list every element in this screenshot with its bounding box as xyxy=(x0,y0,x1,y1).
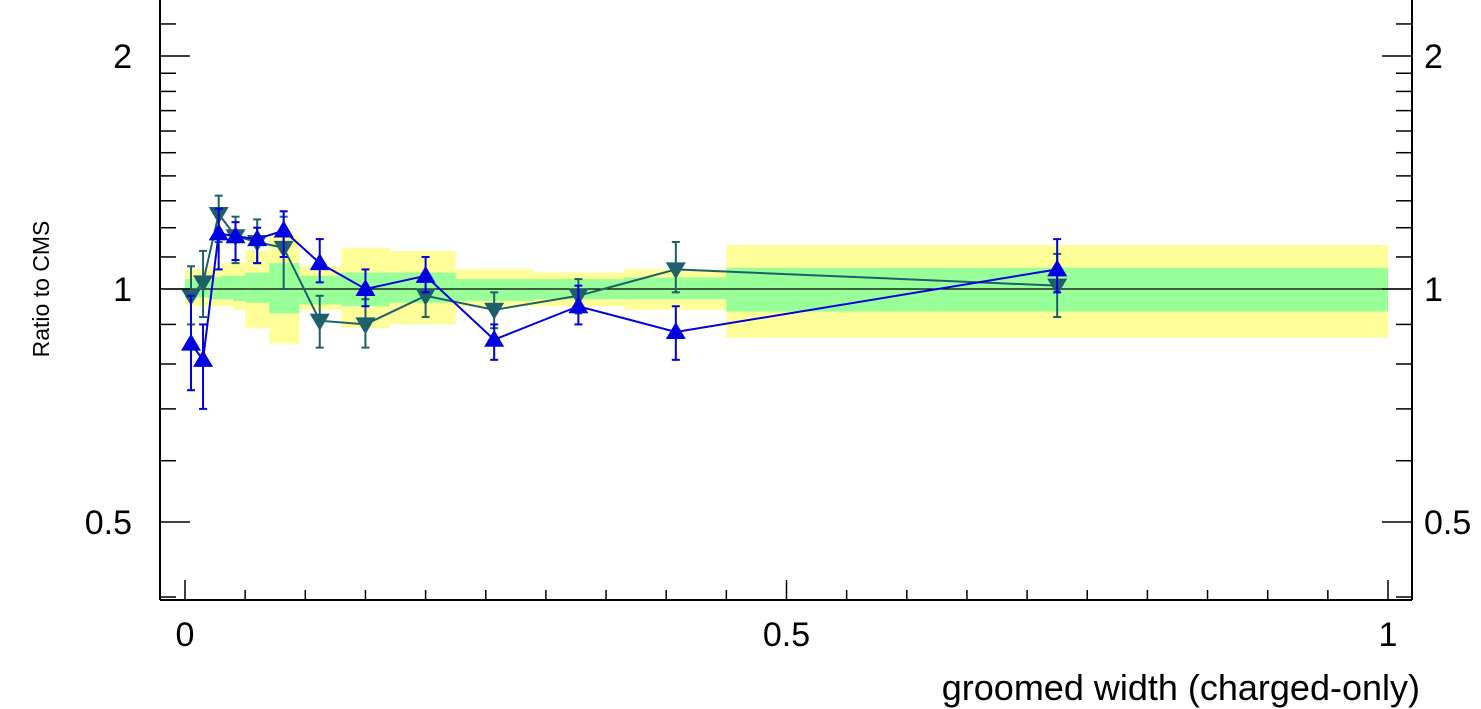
marker-triangle-down xyxy=(309,313,330,331)
marker-triangle-up xyxy=(193,349,214,367)
marker-triangle-up xyxy=(484,329,505,347)
marker-triangle-up xyxy=(247,229,268,247)
marker-triangle-up xyxy=(273,220,294,238)
y-tick-label-left: 2 xyxy=(113,38,132,76)
x-tick-label: 1 xyxy=(1379,616,1398,654)
marker-triangle-up xyxy=(355,279,376,296)
stat-band-4 xyxy=(233,275,246,301)
marker-triangle-down xyxy=(193,275,214,293)
axes-frame xyxy=(159,0,1413,601)
y-tick-labels-right: 0.5 1 2 xyxy=(1424,38,1471,542)
marker-triangle-down xyxy=(355,317,376,335)
x-axis-label: groomed width (charged-only) xyxy=(942,667,1420,708)
stat-band-3 xyxy=(221,275,234,300)
y-tick-label-left: 1 xyxy=(113,271,132,309)
y-tick-label-left: 0.5 xyxy=(85,504,132,542)
x-tick-label: 0 xyxy=(176,616,195,654)
marker-triangle-up xyxy=(1047,259,1068,277)
marker-triangle-up xyxy=(225,226,246,244)
marker-triangle-up xyxy=(665,321,686,339)
marker-triangle-up xyxy=(309,253,330,271)
x-tick-labels: 0 0.5 1 xyxy=(176,616,1398,654)
series-1 xyxy=(181,207,1068,410)
marker-triangle-down xyxy=(415,288,436,306)
stat-band-5 xyxy=(245,272,270,303)
marker-triangle-down xyxy=(484,302,505,320)
x-tick-label: 0.5 xyxy=(763,616,810,654)
marker-triangle-down xyxy=(665,262,686,280)
y-axis-label: Ratio to CMS xyxy=(28,221,54,358)
y-tick-label-right: 0.5 xyxy=(1424,504,1471,542)
marker-triangle-up xyxy=(181,333,202,351)
y-tick-label-right: 2 xyxy=(1424,38,1443,76)
marker-triangle-up xyxy=(568,296,589,314)
data-series xyxy=(181,194,1068,410)
stat-band-10 xyxy=(455,279,534,301)
y-tick-labels-left: 0.5 1 2 xyxy=(85,38,132,542)
marker-triangle-up xyxy=(208,223,229,241)
y-tick-label-right: 1 xyxy=(1424,271,1443,309)
marker-triangle-up xyxy=(415,265,436,283)
